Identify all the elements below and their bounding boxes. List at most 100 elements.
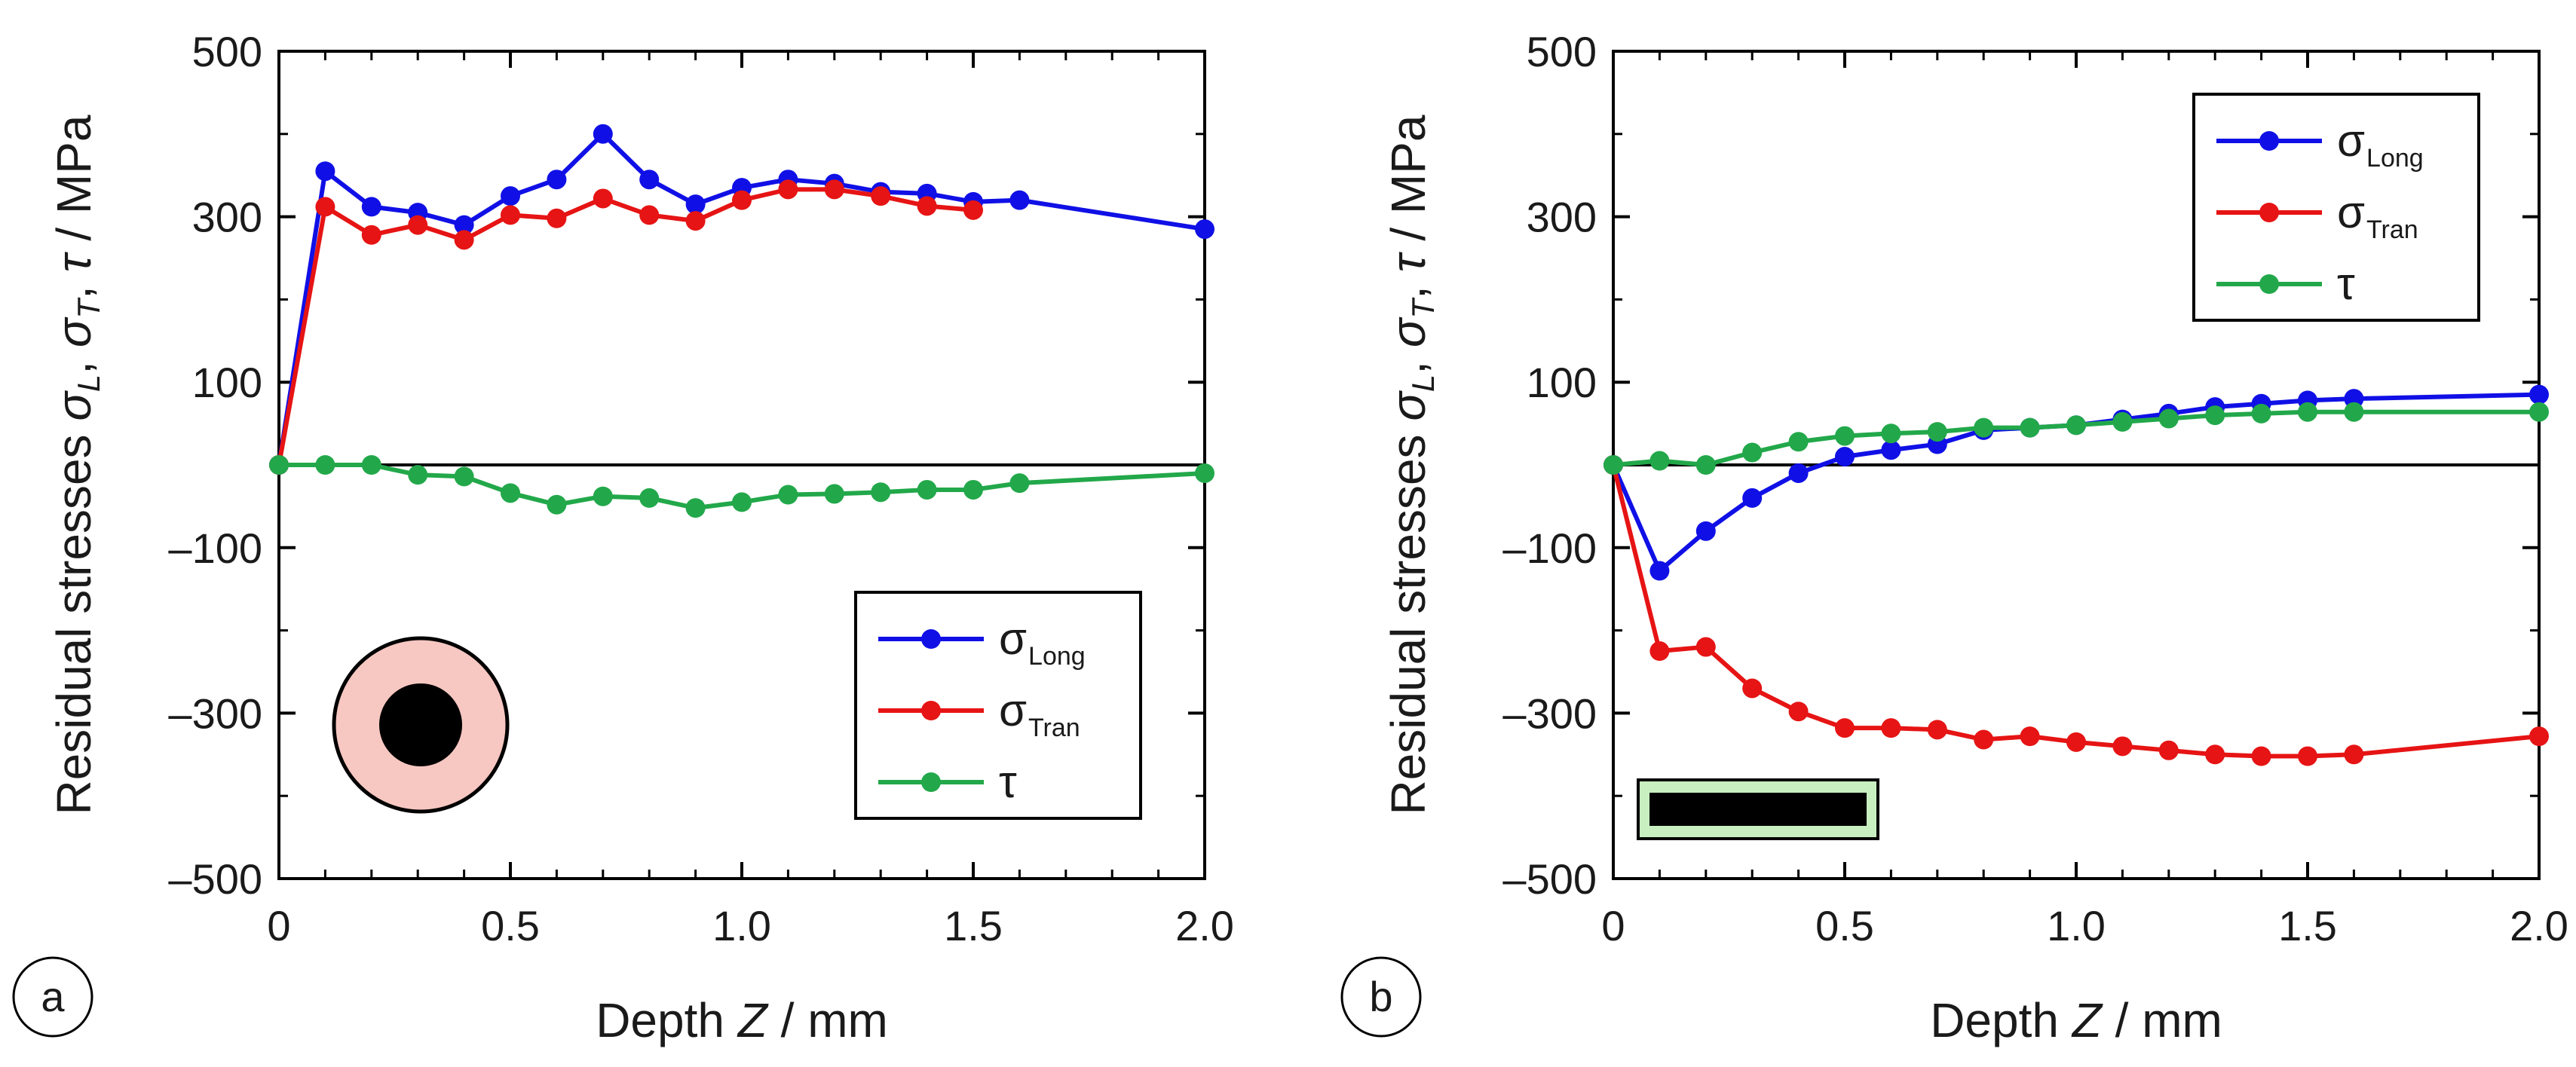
series-line-sigma-tran [277, 187, 974, 466]
x-tick-label: 0 [1601, 902, 1625, 949]
y-tick-label: –500 [1502, 855, 1597, 903]
data-point-tau [778, 485, 798, 505]
y-tick-label: 100 [1527, 359, 1597, 406]
y-tick-label: 100 [192, 359, 262, 406]
data-point-tau [1974, 417, 1994, 438]
data-point-sigma-tran [2066, 732, 2086, 752]
data-point-tau [2112, 411, 2133, 432]
data-point-sigma-long [685, 194, 706, 215]
data-point-sigma-tran [871, 186, 891, 206]
legend-symbol: σ [2337, 115, 2365, 166]
data-point-tau [315, 455, 335, 475]
data-point-sigma-long [1695, 521, 1716, 541]
legend-label: σLong [999, 613, 1086, 671]
data-point-sigma-long [547, 170, 567, 190]
x-tick-label: 1.5 [944, 902, 1003, 949]
data-point-sigma-tran [2020, 726, 2040, 747]
specimen-bar [1649, 793, 1867, 826]
data-point-sigma-long [1881, 440, 1901, 460]
data-point-sigma-tran [547, 208, 567, 228]
x-tick-label: 2.0 [1175, 902, 1234, 949]
x-tick-label: 0.5 [1815, 902, 1874, 949]
data-point-tau [1009, 473, 1030, 494]
x-axis-title: Depth Z / mm [1930, 993, 2222, 1047]
x-tick-label: 2.0 [2510, 902, 2568, 949]
data-point-tau [2298, 402, 2317, 422]
x-title-unit: / mm [2115, 993, 2222, 1047]
legend-subscript: Tran [2366, 216, 2418, 244]
y-title-unit: / MPa [47, 115, 101, 241]
legend-swatch-marker [921, 629, 941, 649]
data-point-sigma-tran [2529, 726, 2549, 747]
data-point-tau [501, 483, 520, 503]
y-title-comma: , [47, 272, 101, 299]
data-point-sigma-tran [454, 230, 474, 250]
data-point-tau [639, 488, 660, 508]
panel-label: a [41, 973, 65, 1020]
y-tick-label: –100 [1502, 524, 1597, 572]
y-title-comma: , [47, 347, 101, 375]
y-tick-label: 500 [1527, 28, 1597, 75]
data-point-sigma-long [1649, 561, 1670, 581]
x-tick-label: 1.0 [2047, 902, 2106, 949]
y-title-sigma-l: σ [1381, 390, 1435, 421]
legend-symbol: σ [999, 613, 1027, 664]
data-point-sigma-long [2529, 384, 2549, 405]
legend-swatch-marker [921, 701, 941, 720]
data-point-sigma-long [639, 170, 660, 190]
data-point-tau [824, 484, 844, 504]
data-point-sigma-tran [1788, 702, 1809, 722]
data-point-tau [2158, 408, 2179, 429]
data-point-tau [2529, 402, 2549, 422]
x-title-prefix: Depth [1930, 993, 2059, 1047]
legend-label: τ [2337, 258, 2355, 309]
data-point-sigma-tran [1974, 729, 1994, 750]
data-point-tau [2205, 405, 2225, 426]
data-point-tau [2020, 417, 2040, 438]
data-point-sigma-long [1195, 219, 1214, 240]
data-point-tau [963, 479, 983, 500]
legend-label: σLong [2337, 115, 2424, 173]
y-title-sigma-t: σ [1381, 316, 1435, 347]
data-point-tau [593, 486, 613, 506]
data-point-sigma-long [593, 124, 613, 144]
data-point-sigma-tran [732, 190, 752, 210]
legend-label: σTran [2337, 187, 2418, 244]
data-point-sigma-tran [2112, 736, 2133, 757]
specimen-core [379, 683, 462, 766]
data-point-sigma-tran [1649, 641, 1670, 662]
x-tick-label: 0.5 [481, 902, 540, 949]
data-point-sigma-long [1835, 447, 1855, 467]
panel-label-circle [1340, 956, 1422, 1038]
y-tick-label: 500 [192, 28, 262, 75]
data-point-sigma-long [1009, 190, 1030, 210]
data-point-tau [408, 465, 428, 485]
x-title-var: Z [737, 993, 769, 1047]
panel-label: b [1369, 973, 1392, 1020]
data-point-tau [1195, 463, 1214, 483]
panel-label-circle [12, 956, 93, 1038]
data-point-tau [361, 455, 381, 475]
data-point-sigma-tran [1695, 637, 1716, 657]
y-title-prefix: Residual stresses [47, 434, 101, 815]
data-point-tau [1835, 426, 1855, 446]
y-tick-label: –300 [168, 689, 262, 737]
data-point-sigma-tran [501, 205, 520, 225]
data-point-tau [1881, 423, 1901, 444]
data-point-sigma-tran [361, 225, 381, 245]
legend-swatch-marker [921, 772, 941, 792]
data-point-sigma-tran [2251, 746, 2271, 766]
x-tick-label: 0 [267, 902, 290, 949]
x-tick-label: 1.5 [2278, 902, 2337, 949]
data-point-sigma-long [454, 215, 474, 235]
y-tick-label: –500 [168, 855, 262, 903]
y-title-comma: , [1381, 347, 1435, 375]
y-axis-title: Residual stresses σL, σT, τ / MPa [1381, 115, 1441, 815]
data-point-sigma-tran [639, 205, 660, 225]
data-point-sigma-tran [824, 179, 844, 200]
y-axis-title: Residual stresses σL, σT, τ / MPa [47, 115, 106, 815]
data-point-sigma-tran [963, 200, 983, 220]
